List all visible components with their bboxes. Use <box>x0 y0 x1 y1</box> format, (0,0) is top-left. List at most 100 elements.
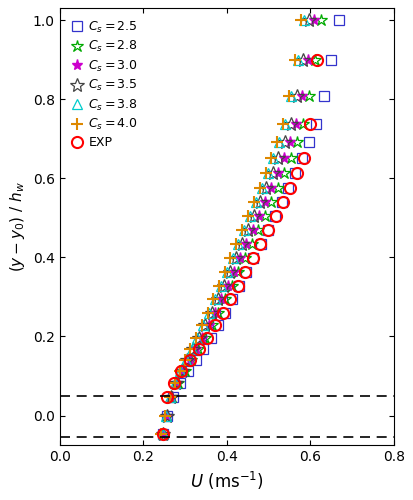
$C_s = 3.0$ <box>199 334 204 340</box>
$C_s = 3.5$ <box>203 322 208 328</box>
$C_s = 4.0$ <box>269 155 274 161</box>
$C_s = 3.5$ <box>164 412 169 418</box>
$C_s = 2.8$ <box>319 17 324 23</box>
$C_s = 3.8$ <box>289 93 294 99</box>
$C_s = 2.5$ <box>258 242 263 248</box>
$C_s = 3.8$ <box>206 310 211 316</box>
EXP <box>204 334 209 340</box>
EXP <box>288 185 293 191</box>
$C_s = 2.5$ <box>293 170 298 176</box>
$C_s = 2.5$ <box>178 380 183 386</box>
$C_s = 3.0$ <box>225 283 230 289</box>
$C_s = 4.0$ <box>263 170 268 176</box>
$C_s = 3.0$ <box>193 346 198 352</box>
$C_s = 4.0$ <box>275 138 280 144</box>
$C_s = 2.8$ <box>182 368 187 374</box>
EXP <box>258 242 263 248</box>
$C_s = 3.8$ <box>259 185 264 191</box>
EXP <box>171 380 176 386</box>
$C_s = 3.0$ <box>269 185 274 191</box>
$C_s = 4.0$ <box>223 270 228 276</box>
$C_s = 2.8$ <box>209 322 214 328</box>
$C_s = 4.0$ <box>205 310 210 316</box>
$C_s = 2.8$ <box>216 310 221 316</box>
$C_s = 3.5$ <box>245 228 250 234</box>
$C_s = 2.8$ <box>256 228 261 234</box>
$C_s = 2.5$ <box>186 368 191 374</box>
$C_s = 4.0$ <box>158 432 163 438</box>
$C_s = 4.0$ <box>252 199 256 205</box>
$C_s = 3.0$ <box>237 255 242 261</box>
$C_s = 3.8$ <box>302 17 307 23</box>
Legend: $C_s = 2.5$, $C_s = 2.8$, $C_s = 3.0$, $C_s = 3.5$, $C_s = 3.8$, $C_s = 4.0$, EX: $C_s = 2.5$, $C_s = 2.8$, $C_s = 3.0$, $… <box>66 14 144 154</box>
$C_s = 3.0$ <box>231 270 236 276</box>
$C_s = 3.0$ <box>206 322 211 328</box>
$C_s = 3.8$ <box>282 121 287 127</box>
$C_s = 3.0$ <box>294 121 299 127</box>
$C_s = 4.0$ <box>172 380 177 386</box>
$C_s = 2.8$ <box>236 270 241 276</box>
$C_s = 4.0$ <box>183 357 188 363</box>
EXP <box>196 346 201 352</box>
$C_s = 2.8$ <box>170 394 175 400</box>
$C_s = 2.5$ <box>336 17 341 23</box>
$C_s = 4.0$ <box>234 242 239 248</box>
$C_s = 3.5$ <box>258 199 263 205</box>
Line: $C_s = 4.0$: $C_s = 4.0$ <box>155 14 306 440</box>
$C_s = 3.0$ <box>213 310 218 316</box>
$C_s = 3.5$ <box>282 138 287 144</box>
$C_s = 3.5$ <box>252 213 257 219</box>
$C_s = 3.5$ <box>179 368 184 374</box>
$C_s = 4.0$ <box>292 56 297 62</box>
$C_s = 3.0$ <box>287 138 292 144</box>
Line: EXP: EXP <box>157 54 323 440</box>
$C_s = 3.8$ <box>265 170 270 176</box>
$C_s = 2.8$ <box>242 255 247 261</box>
EXP <box>301 155 306 161</box>
$C_s = 3.5$ <box>233 255 238 261</box>
$C_s = 3.8$ <box>189 346 194 352</box>
$C_s = 4.0$ <box>194 334 199 340</box>
$C_s = 3.5$ <box>221 283 226 289</box>
$C_s = 3.8$ <box>160 432 165 438</box>
$C_s = 3.0$ <box>170 394 175 400</box>
$C_s = 3.5$ <box>169 394 174 400</box>
$C_s = 3.0$ <box>181 368 186 374</box>
$C_s = 3.8$ <box>195 334 200 340</box>
$C_s = 4.0$ <box>228 255 233 261</box>
$C_s = 2.5$ <box>209 334 214 340</box>
$C_s = 3.8$ <box>254 199 259 205</box>
$C_s = 3.8$ <box>230 255 235 261</box>
$C_s = 4.0$ <box>280 121 285 127</box>
$C_s = 2.8$ <box>164 412 169 418</box>
$C_s = 2.8$ <box>249 242 254 248</box>
EXP <box>273 213 278 219</box>
$C_s = 2.5$ <box>313 121 318 127</box>
$C_s = 3.0$ <box>175 380 180 386</box>
$C_s = 3.5$ <box>215 296 220 302</box>
$C_s = 2.5$ <box>223 310 228 316</box>
$C_s = 4.0$ <box>245 213 250 219</box>
EXP <box>165 394 170 400</box>
$C_s = 3.8$ <box>183 357 188 363</box>
$C_s = 3.0$ <box>299 93 304 99</box>
$C_s = 4.0$ <box>287 93 292 99</box>
$C_s = 3.0$ <box>263 199 268 205</box>
$C_s = 3.8$ <box>213 296 218 302</box>
$C_s = 3.0$ <box>244 242 249 248</box>
$C_s = 2.5$ <box>299 155 304 161</box>
Line: $C_s = 3.8$: $C_s = 3.8$ <box>158 15 310 440</box>
$C_s = 2.5$ <box>201 346 206 352</box>
$C_s = 2.8$ <box>195 346 200 352</box>
$C_s = 2.8$ <box>263 213 268 219</box>
$C_s = 4.0$ <box>299 17 304 23</box>
$C_s = 3.5$ <box>185 357 190 363</box>
Line: $C_s = 2.5$: $C_s = 2.5$ <box>158 16 343 439</box>
$C_s = 3.8$ <box>218 283 223 289</box>
$C_s = 2.5$ <box>230 296 235 302</box>
EXP <box>235 283 240 289</box>
$C_s = 4.0$ <box>217 283 222 289</box>
EXP <box>220 310 225 316</box>
$C_s = 3.0$ <box>306 56 311 62</box>
$C_s = 4.0$ <box>199 322 204 328</box>
